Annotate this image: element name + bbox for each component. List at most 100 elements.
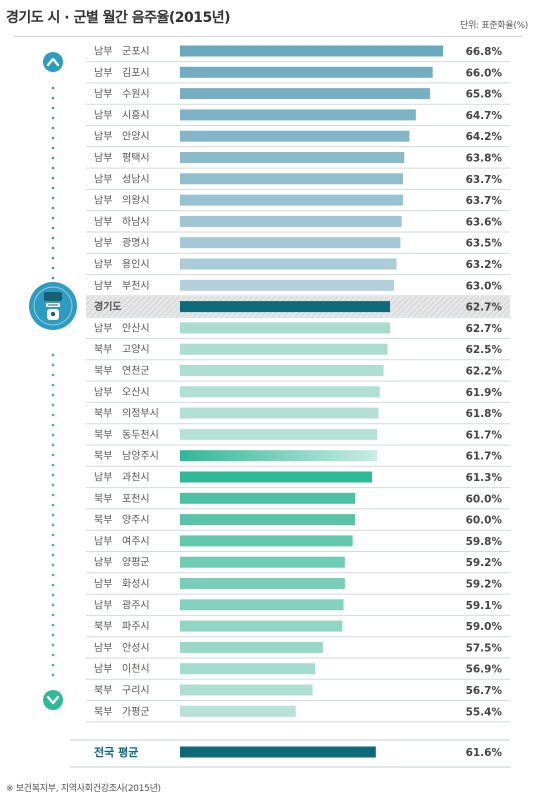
bar	[180, 428, 378, 440]
region-label: 남부	[94, 131, 112, 143]
value-label: 63.5%	[466, 238, 503, 250]
region-label: 북부	[94, 685, 112, 697]
table-row: 남부 광주시 59.1%	[86, 599, 510, 616]
value-label: 59.2%	[466, 579, 503, 591]
table-row: 북부 구리시 56.7%	[86, 684, 510, 702]
dot	[51, 653, 55, 657]
value-label: 64.2%	[466, 131, 503, 143]
region-label: 남부	[94, 578, 112, 590]
value-label: 63.6%	[466, 216, 503, 228]
region-label: 남부	[94, 386, 112, 398]
table-row: 남부 화성시 59.2%	[86, 578, 510, 595]
table-row: 북부 파주시 59.0%	[86, 620, 510, 638]
dot	[51, 583, 55, 587]
bar	[180, 471, 372, 483]
city-label: 구리시	[122, 685, 150, 697]
value-label: 59.1%	[466, 600, 503, 612]
bar	[180, 556, 345, 568]
city-label: 동두천시	[122, 429, 159, 441]
table-row: 남부 과천시 61.3%	[86, 471, 510, 489]
dot	[51, 266, 55, 270]
table-row: 남부 오산시 61.9%	[86, 386, 510, 403]
bar	[180, 365, 384, 376]
table-row: 남부 군포시 66.8%	[86, 45, 510, 63]
city-label: 하남시	[122, 215, 150, 228]
table-row: 남부 수원시 65.8%	[86, 88, 510, 105]
region-label: 북부	[94, 450, 112, 462]
down-arrow-icon	[43, 690, 63, 710]
bar	[180, 407, 379, 419]
value-label: 63.7%	[466, 174, 503, 186]
city-label: 안성시	[122, 642, 150, 654]
dot	[51, 126, 55, 130]
value-label: 66.8%	[466, 46, 503, 58]
city-label: 양주시	[122, 514, 150, 526]
table-row: 북부 양주시 60.0%	[86, 514, 510, 531]
bar	[180, 492, 356, 504]
national-average-row: 전국 평균 61.6%	[70, 739, 510, 768]
value-label: 59.8%	[466, 536, 503, 548]
value-label: 61.8%	[466, 408, 503, 420]
dot	[51, 463, 55, 467]
dot	[51, 413, 55, 417]
city-label: 과천시	[122, 472, 150, 484]
city-label: 양평군	[122, 557, 150, 569]
national-value-label: 61.6%	[466, 747, 503, 759]
dot	[51, 643, 55, 647]
dot	[51, 523, 55, 527]
bar	[180, 599, 344, 611]
region-label: 남부	[94, 195, 112, 207]
value-label: 56.7%	[466, 685, 503, 697]
dot	[51, 593, 55, 597]
city-label: 화성시	[122, 578, 150, 590]
side-decoration	[29, 52, 77, 710]
region-label: 북부	[94, 344, 112, 356]
bar	[180, 322, 391, 334]
region-label: 남부	[94, 472, 112, 484]
dot	[51, 226, 55, 230]
value-label: 63.2%	[466, 259, 503, 271]
value-label: 64.7%	[466, 110, 503, 122]
dot	[51, 216, 55, 220]
dot	[51, 563, 55, 567]
bar	[180, 641, 323, 653]
bar	[180, 514, 356, 526]
table-row: 남부 양평군 59.2%	[86, 556, 510, 574]
dot	[51, 106, 55, 110]
city-label: 연천군	[122, 365, 150, 377]
dot	[51, 146, 55, 150]
value-label: 61.7%	[466, 451, 503, 463]
city-label: 광명시	[122, 237, 150, 249]
dot	[51, 156, 55, 160]
bar	[180, 45, 443, 57]
table-row: 북부 고양시 62.5%	[86, 343, 510, 361]
dot	[51, 613, 55, 617]
region-label: 남부	[94, 557, 112, 569]
dot	[51, 423, 55, 427]
value-label: 59.0%	[466, 621, 503, 633]
value-label: 66.0%	[466, 67, 503, 79]
dot	[51, 473, 55, 477]
city-label: 용인시	[122, 259, 150, 271]
bar	[180, 173, 403, 185]
bar	[180, 279, 394, 291]
bar	[180, 343, 388, 355]
region-label: 북부	[94, 621, 112, 633]
dot	[51, 403, 55, 407]
top-divider	[14, 36, 522, 37]
region-label: 남부	[94, 663, 112, 675]
source-note: ※ 보건복지부, 지역사회건강조사(2015년)	[6, 784, 161, 794]
value-label: 65.8%	[466, 89, 503, 101]
value-label: 62.2%	[466, 366, 503, 378]
table-row: 북부 동두천시 61.7%	[86, 428, 510, 446]
dot	[51, 373, 55, 377]
value-label: 62.7%	[466, 302, 503, 314]
value-label: 57.5%	[466, 642, 503, 654]
table-row: 남부 평택시 63.8%	[86, 152, 510, 169]
table-row: 남부 용인시 63.2%	[86, 258, 510, 276]
city-label: 안산시	[122, 322, 150, 334]
region-label: 남부	[94, 642, 112, 654]
dot	[51, 256, 55, 260]
dot	[51, 603, 55, 607]
city-label: 여주시	[122, 535, 150, 547]
